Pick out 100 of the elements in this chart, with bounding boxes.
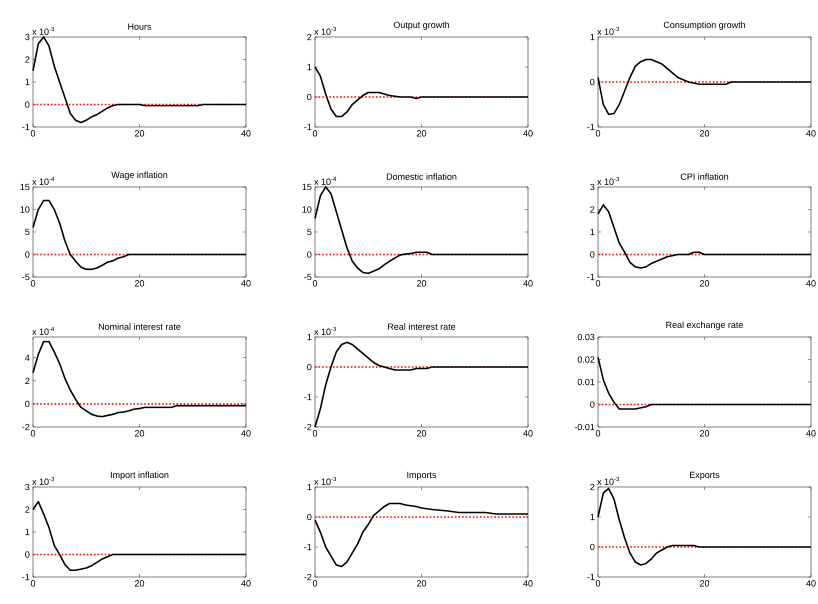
y-tick-label: 3: [25, 484, 30, 490]
text: x 10$^{-3}$: [597, 176, 620, 185]
text: x 10$^{-3}$: [314, 476, 336, 485]
text: x 10$^{-3}$: [32, 26, 54, 35]
y-tick-label: 5: [25, 228, 30, 236]
y-tick-label: 1: [590, 228, 594, 236]
x-tick-label: 20: [416, 280, 426, 287]
x-tick-label: 0: [30, 430, 36, 437]
y-tick-label: 0: [25, 101, 30, 108]
chart-title: Hours: [128, 24, 152, 30]
y-tick-label: -1: [304, 394, 312, 400]
x-tick-label: 20: [416, 130, 426, 137]
x-tick-label: 20: [134, 430, 144, 437]
y-tick-label: 1: [308, 484, 312, 490]
chart-title: Output growth: [394, 21, 450, 30]
y-tick-label: -2: [304, 424, 312, 430]
text: x 10$^{-4}$: [314, 176, 336, 185]
chart-title: Wage inflation: [111, 171, 168, 180]
x-tick-label: 20: [700, 430, 710, 437]
x-tick-label: 40: [241, 580, 251, 587]
chart-title: Nominal interest rate: [98, 323, 180, 330]
x-tick-label: 40: [241, 130, 251, 137]
y-tick-label: 2: [25, 378, 30, 384]
text: x 10$^{-4}$: [32, 326, 54, 335]
x-tick-label: 40: [523, 130, 533, 137]
chart-title: Consumption growth: [664, 21, 746, 30]
y-tick-label: 0: [590, 251, 594, 258]
y-tick-label: 1: [590, 34, 594, 40]
chart-title: Real interest rate: [388, 323, 456, 330]
y-tick-label: 4: [25, 354, 30, 361]
y-tick-label: 0.01: [578, 378, 594, 386]
y-tick-label: 0: [307, 514, 312, 520]
x-tick-label: 0: [312, 430, 318, 437]
x-tick-label: 0: [312, 580, 318, 587]
y-tick-label: 0: [307, 94, 312, 100]
y-tick-label: -5: [304, 274, 312, 280]
chart-title: Import inflation: [110, 471, 168, 480]
y-tick-label: 3: [590, 184, 594, 190]
y-tick-label: 3: [25, 34, 30, 40]
y-tick-label: 1: [308, 334, 312, 340]
x-tick-label: 20: [416, 430, 426, 437]
y-tick-label: -1: [587, 124, 594, 130]
x-tick-label: 40: [806, 280, 816, 287]
x-tick-label: 0: [596, 430, 600, 437]
x-tick-label: 20: [700, 130, 710, 137]
x-tick-label: 20: [416, 580, 426, 587]
line-series: [32, 36, 247, 124]
y-tick-label: 2: [25, 506, 30, 513]
y-tick-label: 1: [308, 64, 312, 70]
x-tick-label: 0: [596, 130, 600, 137]
y-tick-label: 0: [25, 251, 30, 258]
chart-title: Domestic inflation: [386, 173, 456, 180]
x-tick-label: 20: [134, 580, 144, 587]
y-tick-label: -2: [22, 424, 30, 430]
y-tick-label: -1: [587, 274, 594, 280]
y-tick-label: 0.02: [578, 356, 594, 363]
x-tick-label: 0: [30, 580, 36, 587]
y-tick-label: 10: [302, 206, 312, 213]
y-tick-label: 15: [20, 184, 30, 190]
chart-title: CPI inflation: [680, 173, 728, 180]
text: x 10$^{-3}$: [32, 476, 54, 485]
x-tick-label: 20: [134, 280, 144, 287]
text: x 10$^{-3}$: [314, 26, 336, 35]
y-tick-label: 2: [590, 206, 594, 213]
x-tick-label: 20: [700, 280, 710, 287]
x-tick-label: 40: [523, 280, 533, 287]
y-tick-label: -0.01: [574, 424, 594, 430]
y-tick-label: 0: [590, 544, 594, 550]
y-tick-label: 0.03: [578, 334, 594, 340]
x-tick-label: 40: [523, 580, 533, 587]
y-tick-label: 1: [26, 528, 30, 536]
x-tick-label: 20: [134, 130, 144, 137]
y-tick-label: 0: [25, 551, 30, 558]
y-tick-label: 10: [20, 206, 30, 213]
x-tick-label: 40: [806, 580, 816, 587]
text: x 10$^{-3}$: [597, 26, 620, 35]
y-tick-label: -1: [22, 574, 30, 580]
y-tick-label: -1: [304, 124, 312, 130]
y-tick-label: 15: [302, 184, 312, 190]
x-tick-label: 40: [241, 430, 251, 437]
y-tick-label: 5: [307, 228, 312, 236]
x-tick-label: 40: [241, 280, 251, 287]
x-tick-label: 0: [312, 280, 318, 287]
y-tick-label: 0: [307, 251, 312, 258]
x-tick-label: 0: [596, 580, 600, 587]
y-tick-label: 0: [25, 400, 30, 408]
y-tick-label: 0: [590, 401, 594, 408]
y-tick-label: 2: [590, 484, 594, 490]
x-tick-label: 40: [523, 430, 533, 437]
chart-title: Imports: [407, 472, 436, 480]
y-tick-label: -1: [22, 124, 30, 130]
x-tick-label: 40: [806, 130, 816, 137]
text: x 10$^{-3}$: [314, 326, 336, 335]
y-tick-label: 1: [26, 78, 30, 86]
chart-title: Exports: [690, 472, 720, 480]
y-tick-label: 0: [307, 364, 312, 370]
x-tick-label: 0: [30, 130, 36, 137]
y-tick-label: -5: [22, 274, 30, 280]
y-tick-label: -2: [304, 574, 312, 580]
y-tick-label: -1: [587, 574, 594, 580]
